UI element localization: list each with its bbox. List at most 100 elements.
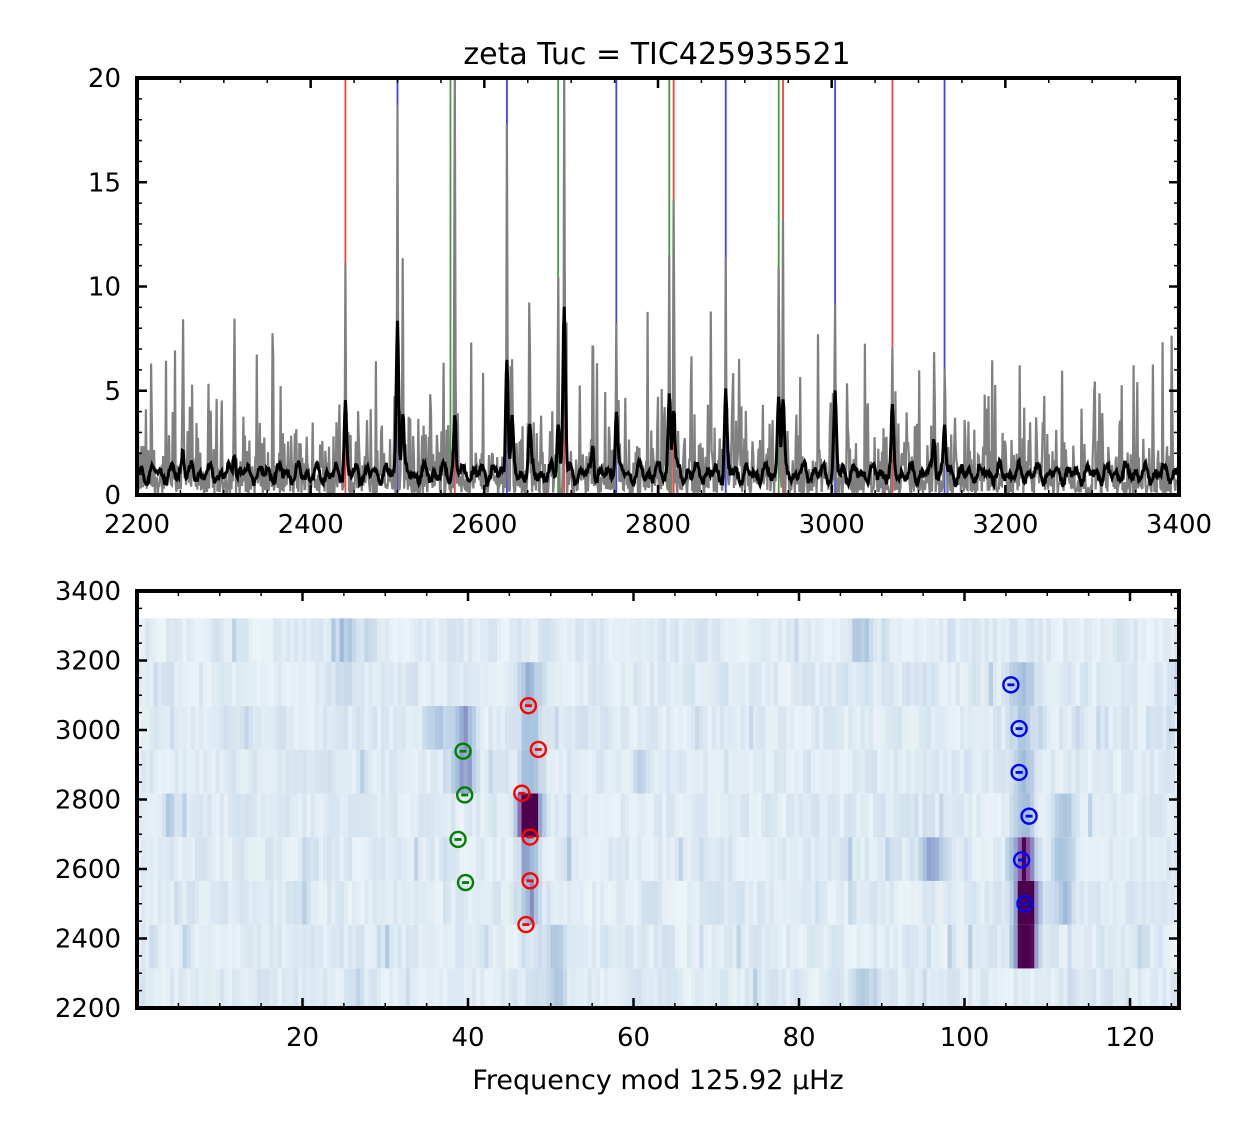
heatmap-cell xyxy=(951,749,957,794)
heatmap-cell xyxy=(347,924,353,969)
heatmap-cell xyxy=(496,793,502,838)
heatmap-cell xyxy=(604,618,609,663)
heatmap-cell xyxy=(877,793,882,838)
heatmap-cell xyxy=(442,618,448,663)
heatmap-cell xyxy=(157,924,163,969)
heatmap-cell xyxy=(517,705,523,750)
heatmap-cell xyxy=(761,924,767,969)
heatmap-cell xyxy=(529,924,535,969)
heatmap-cell xyxy=(455,618,461,663)
heatmap-cell xyxy=(893,705,899,750)
heatmap-cell xyxy=(480,749,485,794)
heatmap-cell xyxy=(881,837,887,881)
heatmap-cell xyxy=(1129,924,1135,969)
heatmap-cell xyxy=(1079,662,1085,706)
heatmap-cell xyxy=(389,837,394,881)
heatmap-cell xyxy=(302,793,308,838)
heatmap-cell xyxy=(252,749,258,794)
heatmap-cell xyxy=(1042,968,1048,1008)
heatmap-cell xyxy=(963,662,969,706)
heatmap-cell xyxy=(1170,880,1176,925)
heatmap-cell xyxy=(1129,968,1135,1008)
heatmap-cell xyxy=(327,880,332,925)
heatmap-cell xyxy=(943,618,949,663)
heatmap-cell xyxy=(190,924,196,969)
heatmap-cell xyxy=(207,968,213,1008)
heatmap-cell xyxy=(802,662,808,706)
heatmap-cell xyxy=(273,705,279,750)
heatmap-cell xyxy=(302,662,308,706)
heatmap-cell xyxy=(194,793,200,838)
heatmap-cell xyxy=(165,618,171,663)
heatmap-cell xyxy=(868,968,874,1008)
heatmap-cell xyxy=(480,662,485,706)
heatmap-cell xyxy=(223,618,229,663)
heatmap-cell xyxy=(339,837,345,881)
heatmap-cell xyxy=(852,968,858,1008)
heatmap-cell xyxy=(873,968,878,1008)
heatmap-cell xyxy=(269,618,275,663)
heatmap-cell xyxy=(385,662,390,706)
heatmap-cell xyxy=(963,749,969,794)
heatmap-cell xyxy=(265,880,270,925)
heatmap-cell xyxy=(207,662,213,706)
heatmap-cell xyxy=(1021,618,1027,663)
heatmap-cell xyxy=(525,924,531,969)
heatmap-cell xyxy=(1133,793,1139,838)
heatmap-cell xyxy=(757,880,762,925)
heatmap-cell xyxy=(488,793,494,838)
heatmap-cell xyxy=(790,924,796,969)
heatmap-cell xyxy=(298,837,303,881)
heatmap-cell xyxy=(459,924,465,969)
heatmap-cell xyxy=(873,749,878,794)
heatmap-cell xyxy=(786,705,791,750)
heatmap-cell xyxy=(1100,793,1106,838)
heatmap-cell xyxy=(418,662,423,706)
heatmap-cell xyxy=(736,880,742,925)
heatmap-cell xyxy=(753,749,758,794)
heatmap-cell xyxy=(521,968,527,1008)
heatmap-cell xyxy=(368,837,374,881)
heatmap-cell xyxy=(910,793,915,838)
heatmap-cell xyxy=(538,793,543,838)
heatmap-cell xyxy=(972,618,977,663)
heatmap-cell xyxy=(265,662,270,706)
heatmap-cell xyxy=(289,968,295,1008)
heatmap-cell xyxy=(170,924,175,969)
heatmap-cell xyxy=(1030,662,1035,706)
heatmap-cell xyxy=(753,618,758,663)
heatmap-cell xyxy=(761,618,767,663)
heatmap-cell xyxy=(678,968,684,1008)
heatmap-cell xyxy=(839,618,845,663)
heatmap-cell xyxy=(447,705,452,750)
heatmap-cell xyxy=(401,662,407,706)
heatmap-cell xyxy=(1162,793,1168,838)
heatmap-cell xyxy=(682,749,688,794)
heatmap-cell xyxy=(984,924,990,969)
heatmap-cell xyxy=(178,793,184,838)
heatmap-cell xyxy=(910,618,915,663)
heatmap-cell xyxy=(984,793,990,838)
heatmap-cell xyxy=(496,662,502,706)
heatmap-cell xyxy=(1042,793,1048,838)
heatmap-cell xyxy=(810,705,816,750)
heatmap-cell xyxy=(686,837,692,881)
heatmap-cell xyxy=(947,662,953,706)
heatmap-cell xyxy=(236,793,241,838)
heatmap-cell xyxy=(1174,749,1179,794)
heatmap-cell xyxy=(405,968,411,1008)
heatmap-cell xyxy=(695,924,700,969)
y-tick-label: 2200 xyxy=(55,994,121,1024)
heatmap-cell xyxy=(442,793,448,838)
heatmap-cell xyxy=(802,880,808,925)
heatmap-cell xyxy=(376,618,382,663)
heatmap-cell xyxy=(790,880,796,925)
heatmap-cell xyxy=(1116,924,1122,969)
heatmap-cell xyxy=(186,793,192,838)
heatmap-cell xyxy=(422,618,428,663)
heatmap-cell xyxy=(265,837,270,881)
heatmap-cell xyxy=(1050,749,1056,794)
heatmap-cell xyxy=(182,924,188,969)
heatmap-cell xyxy=(943,662,949,706)
heatmap-cell xyxy=(364,837,370,881)
